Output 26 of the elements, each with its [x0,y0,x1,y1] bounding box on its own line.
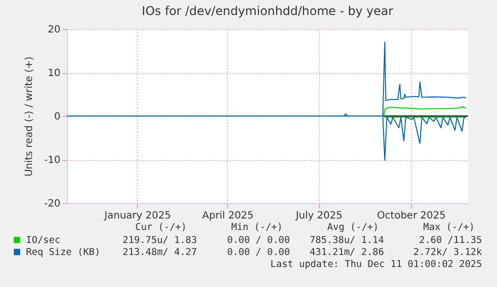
y-tick-label: 0 [54,112,60,122]
y-tick-label: 10 [48,68,60,79]
text: Avg (-/+) [327,222,379,233]
text: 0.00 / 0.00 [227,247,290,258]
x-tick-label: April 2025 [202,210,254,222]
y-tick-label: -10 [44,155,60,166]
legend-label: Req Size (KB) [26,247,100,258]
text: Min (-/+) [231,222,283,233]
y-tick-label: -20 [44,198,60,210]
x-tick-label: January 2025 [103,210,171,222]
y-axis-title: Units read (-) / write (+) [24,56,36,177]
text: Last update: Thu Dec 11 01:00:02 2025 [270,259,482,270]
legend-label: IO/sec [26,235,60,246]
x-tick-label: July 2025 [294,210,342,222]
text: 2.60 /11.35 [419,235,482,246]
text: 0.00 / 0.00 [227,235,290,246]
text: 785.38u/ 1.14 [310,235,384,246]
text: 219.75u/ 1.83 [122,235,197,246]
text: 213.48m/ 4.27 [122,247,197,258]
x-tick-label: October 2025 [377,210,446,222]
text: 431.21m/ 2.86 [310,247,384,258]
chart-title: IOs for /dev/endymionhdd/home - by year [142,4,394,18]
text: 2.72k/ 3.12k [413,247,482,258]
y-tick-label: 20 [48,24,60,36]
text: Max (-/+) [423,222,475,233]
text: Cur (-/+) [135,222,187,233]
